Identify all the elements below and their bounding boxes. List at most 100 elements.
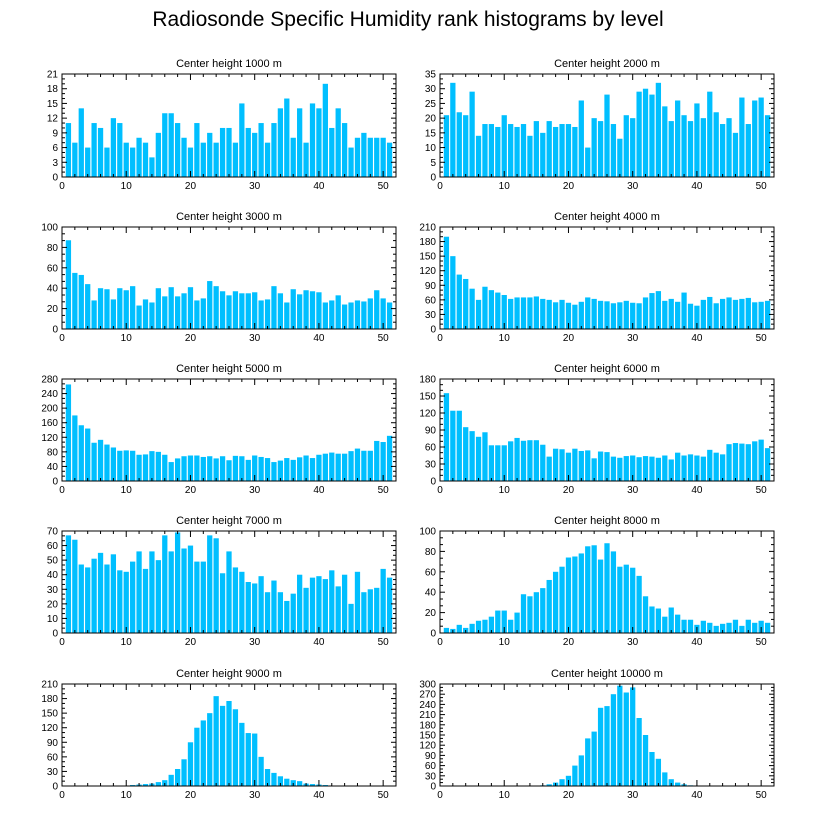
histogram-bar [239,103,245,177]
histogram-bar [655,82,662,177]
histogram-bar [649,606,655,633]
histogram-bar [168,287,174,329]
histogram-bar [546,121,552,177]
histogram-bar [136,137,142,177]
histogram-bar [367,137,373,177]
histogram-bar [745,124,751,177]
histogram-bar [361,301,367,329]
histogram-bar [552,571,559,633]
histogram-bar [142,142,149,177]
histogram-bar [374,290,380,329]
histogram-bar [91,123,97,177]
histogram-bar [277,293,284,329]
histogram-bar [117,288,123,329]
x-tick-label: 0 [437,485,443,496]
histogram-bar [668,121,674,177]
histogram-bar [187,147,194,177]
y-tick-label: 60 [47,541,59,552]
y-tick-label: 30 [425,84,437,95]
x-tick-label: 10 [499,333,511,344]
histogram-bar [348,302,354,329]
histogram-bar [758,301,764,329]
y-tick-label: 200 [41,404,58,415]
histogram-bar [187,455,194,481]
panel-title: Center height 3000 m [176,211,282,223]
histogram-bar [78,108,84,177]
histogram-bar [130,561,136,633]
y-tick-label: 60 [425,567,437,578]
histogram-bar [367,589,373,633]
histogram-bar [617,566,623,633]
histogram-bar [297,294,303,329]
histogram-bar [341,123,348,177]
histogram-bar [527,135,533,177]
histogram-bar [719,124,726,177]
histogram-bar [284,302,290,329]
x-tick-label: 50 [378,637,390,648]
histogram-bar [245,127,251,177]
y-tick-label: 0 [52,782,58,793]
y-tick-label: 21 [47,70,59,81]
histogram-bar [207,535,213,633]
histogram-bar [559,449,565,481]
y-tick-label: 3 [52,158,58,169]
y-tick-label: 20 [47,599,59,610]
histogram-bar [739,443,745,481]
y-tick-label: 15 [47,99,59,110]
histogram-bar [488,616,495,633]
histogram-bar [456,624,462,633]
histogram-bar [65,535,72,633]
histogram-bar [675,301,681,329]
y-tick-label: 0 [52,173,58,184]
histogram-bar [662,455,668,481]
histogram-bar [495,126,501,177]
histogram-panel: Center height 4000 m 0 30 60 90 120 150 180 210 0… [419,211,775,344]
histogram-bar [162,535,168,633]
x-tick-label: 40 [313,181,325,192]
x-tick-label: 40 [691,485,703,496]
histogram-bar [309,103,316,177]
histogram-bar [527,440,533,481]
histogram-bar [271,462,277,481]
histogram-bar [104,147,110,177]
y-tick-label: 30 [47,585,59,596]
histogram-bar [559,779,565,786]
x-tick-label: 30 [627,790,639,801]
x-tick-label: 40 [313,790,325,801]
histogram-bar [162,113,168,177]
histogram-bar [514,612,520,633]
y-tick-label: 60 [425,443,437,454]
y-tick-label: 90 [47,738,59,749]
histogram-bar [752,100,758,177]
histogram-bar [213,538,219,633]
histogram-bar [533,121,539,177]
panel-title: Center height 9000 m [176,668,282,680]
histogram-bar [655,758,662,786]
histogram-bar [341,304,348,329]
panel-title: Center height 5000 m [176,363,282,375]
histogram-bar [348,603,354,633]
histogram-bar [104,564,110,633]
x-tick-label: 20 [185,637,197,648]
histogram-bar [752,622,758,633]
histogram-bar [97,552,104,633]
histogram-bar [284,458,290,481]
histogram-bar [123,450,129,481]
histogram-bar [514,126,520,177]
histogram-bar [533,296,539,329]
histogram-bar [200,298,206,329]
y-tick-label: 120 [419,741,436,752]
histogram-bar [668,459,674,481]
panel-title: Center height 8000 m [554,515,660,527]
histogram-bar [207,281,213,329]
x-tick-label: 0 [437,790,443,801]
histogram-bar [739,298,745,329]
histogram-bar [610,124,617,177]
histogram-bar [649,293,655,329]
histogram-bar [194,727,200,786]
histogram-bar [546,299,552,329]
y-tick-label: 90 [425,426,437,437]
histogram-bar [130,286,136,329]
histogram-bar [303,142,309,177]
histogram-bar [309,291,316,329]
